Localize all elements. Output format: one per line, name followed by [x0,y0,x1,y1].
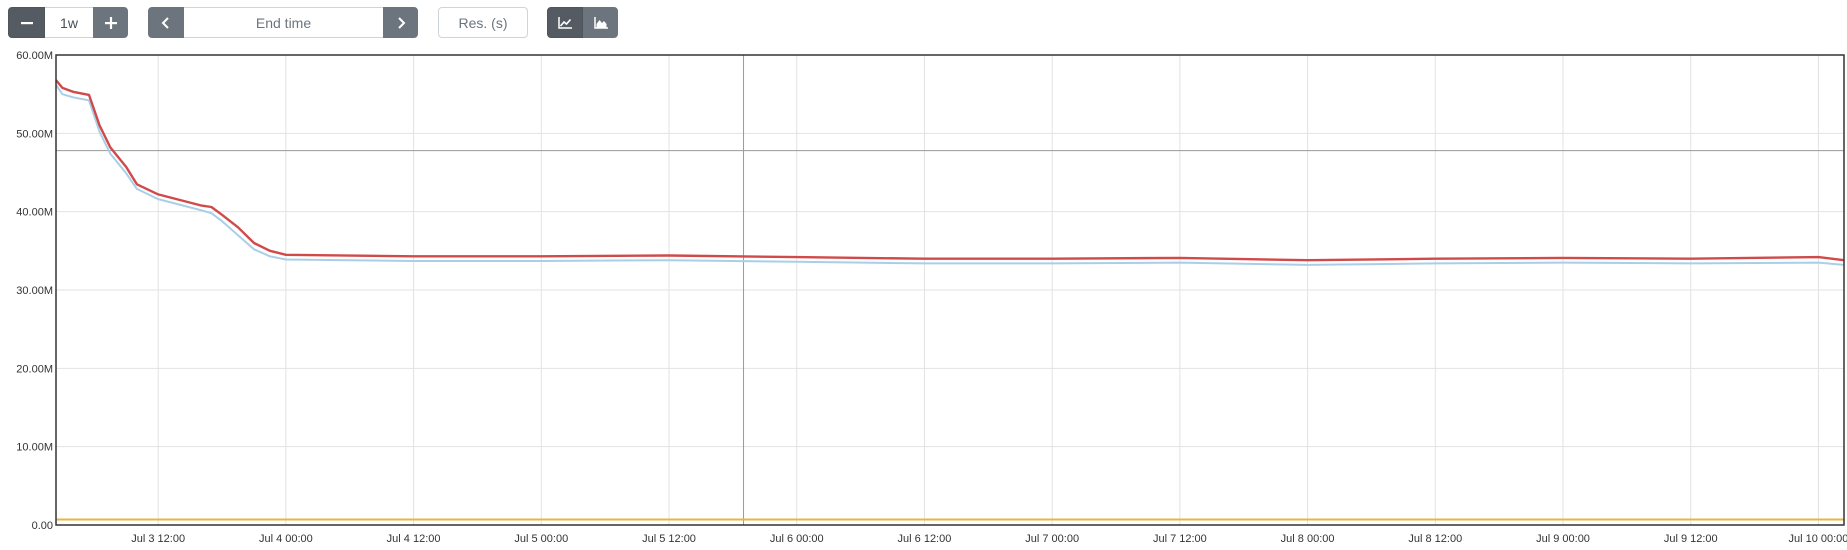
previous-time-button[interactable] [148,7,184,38]
y-tick-label: 20.00M [16,363,53,375]
minus-icon [20,21,33,24]
x-tick-label: Jul 4 00:00 [259,533,313,545]
x-tick-label: Jul 4 12:00 [387,533,441,545]
unstacked-line-button[interactable] [547,7,583,38]
y-tick-label: 50.00M [16,128,53,140]
plus-icon [104,16,117,29]
series-line-1 [55,84,1845,266]
y-tick-label: 10.00M [16,442,53,454]
decrease-range-button[interactable] [8,7,45,38]
x-tick-label: Jul 6 00:00 [770,533,824,545]
x-tick-label: Jul 6 12:00 [898,533,952,545]
y-tick-label: 30.00M [16,285,53,297]
y-tick-label: 0.00 [32,520,53,532]
x-tick-label: Jul 10 00:00 [1788,533,1847,545]
chevron-right-icon [397,16,405,29]
x-tick-label: Jul 8 12:00 [1408,533,1462,545]
series-line-0 [55,79,1845,262]
y-tick-label: 60.00M [16,50,53,62]
area-chart-icon [593,16,608,29]
x-tick-label: Jul 8 00:00 [1281,533,1335,545]
x-tick-label: Jul 5 00:00 [514,533,568,545]
next-time-button[interactable] [383,7,418,38]
line-chart-icon [558,16,572,29]
x-tick-label: Jul 5 12:00 [642,533,696,545]
graph-controls: 1w End time Res. (s) [0,0,1847,46]
increase-range-button[interactable] [93,7,128,38]
range-input[interactable]: 1w [45,7,93,38]
x-tick-label: Jul 9 12:00 [1664,533,1718,545]
resolution-input[interactable]: Res. (s) [438,7,528,38]
x-tick-label: Jul 9 00:00 [1536,533,1590,545]
x-tick-label: Jul 7 12:00 [1153,533,1207,545]
chevron-left-icon [161,16,169,29]
end-time-input[interactable]: End time [184,7,383,38]
plot-border [55,54,1845,526]
stacked-area-button[interactable] [583,7,618,38]
y-tick-label: 40.00M [16,207,53,219]
x-tick-label: Jul 7 00:00 [1025,533,1079,545]
x-tick-label: Jul 3 12:00 [131,533,185,545]
